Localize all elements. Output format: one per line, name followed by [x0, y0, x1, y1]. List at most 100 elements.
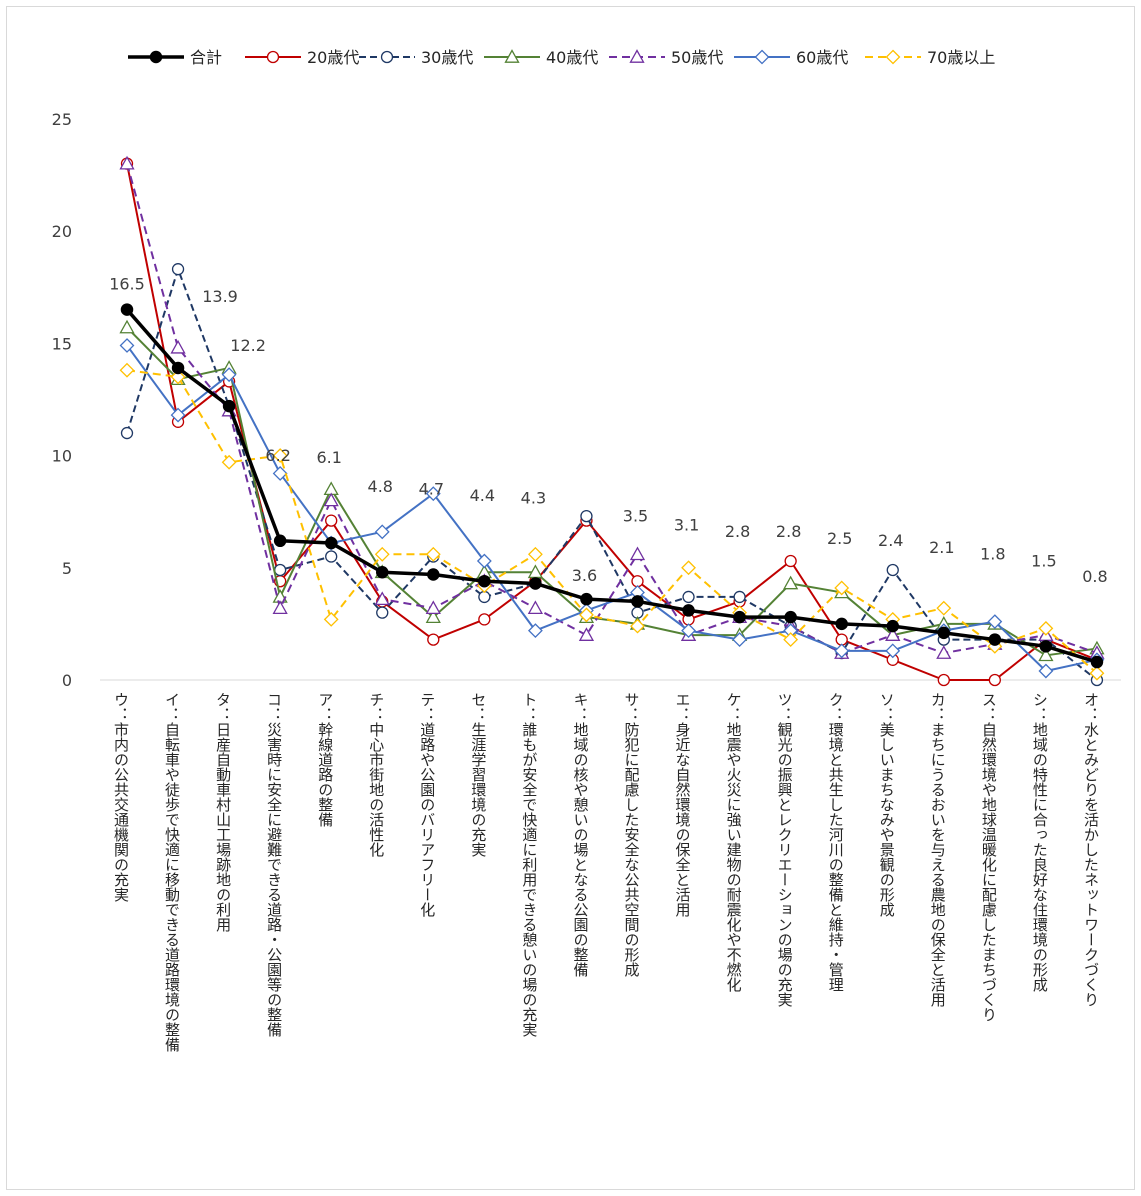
legend-item: 合計 [128, 48, 222, 67]
data-point-marker [784, 610, 797, 624]
legend-label: 60歳代 [796, 48, 848, 67]
data-point-marker [119, 362, 135, 378]
data-point-marker [273, 563, 287, 577]
data-point-marker [988, 633, 1002, 646]
data-point-marker [754, 49, 770, 65]
data-label: 3.1 [674, 515, 699, 534]
data-point-marker [119, 319, 135, 334]
data-point-marker [476, 553, 492, 569]
data-label: 3.6 [572, 566, 597, 585]
y-tick-label: 15 [52, 334, 72, 353]
data-point-marker [120, 303, 134, 316]
data-point-marker [273, 534, 287, 548]
category-label: ケ：地震や火災に強い建物の耐震化や不燃化 [725, 692, 743, 992]
y-tick-label: 0 [62, 671, 72, 690]
data-point-marker [170, 407, 186, 423]
legend-label: 40歳代 [546, 48, 598, 67]
data-label: 4.7 [419, 479, 444, 498]
data-label: 1.8 [980, 545, 1005, 564]
data-point-marker [171, 263, 185, 276]
legend-label: 50歳代 [671, 48, 723, 67]
category-label: キ：地域の核や憩いの場となる公園の整備 [571, 692, 589, 977]
category-label: ソ：美しいまちなみや景観の形成 [878, 692, 896, 918]
category-label: シ：地域の特性に合った良好な住環境の形成 [1031, 692, 1049, 993]
data-point-marker [987, 614, 1003, 630]
data-point-marker [504, 49, 520, 63]
data-point-marker [266, 50, 280, 64]
data-point-marker [425, 546, 441, 562]
series-group-3 [119, 319, 1105, 662]
y-tick-label: 25 [52, 110, 72, 129]
data-point-marker [783, 575, 799, 590]
data-point-marker [885, 627, 901, 641]
data-point-marker [1038, 647, 1054, 662]
category-label: ク：環境と共生した河川の整備と維持・管理 [827, 692, 845, 992]
data-point-marker [1038, 663, 1054, 679]
data-point-marker [272, 448, 288, 463]
chart-frame [6, 6, 1135, 1190]
data-label: 2.1 [929, 538, 954, 557]
data-point-marker [427, 568, 440, 581]
data-point-marker [936, 600, 952, 616]
data-point-marker [376, 565, 389, 579]
data-point-marker [323, 611, 339, 627]
data-point-marker [578, 627, 595, 641]
data-point-marker [1089, 665, 1105, 681]
data-point-marker [221, 367, 237, 383]
data-point-marker [374, 546, 390, 562]
data-label: 6.2 [265, 446, 290, 465]
data-point-marker [732, 632, 748, 648]
data-label: 2.4 [878, 531, 903, 550]
legend: 合計 20歳代 30歳代 40歳代 50歳代 60歳代 70歳以上 [128, 48, 995, 67]
series-group-2 [120, 263, 1104, 687]
data-point-marker [171, 361, 185, 375]
data-label: 3.5 [623, 506, 648, 525]
category-label: ト：誰もが安全で快適に利用できる憩いの場の充実 [520, 692, 538, 1037]
category-label: イ：自転車や徒歩で快適に移動できる道路環境の整備 [163, 692, 181, 1052]
data-point-marker [886, 619, 899, 633]
data-point-marker [380, 50, 394, 64]
category-label: オ：水とみどりを活かしたネットワークづくり [1082, 692, 1100, 1007]
data-label: 0.8 [1082, 567, 1107, 586]
series-group-6 [119, 362, 1105, 681]
data-point-marker [425, 609, 441, 623]
data-label: 2.5 [827, 529, 852, 548]
y-tick-label: 5 [62, 559, 72, 578]
data-point-marker [374, 524, 390, 540]
data-point-marker [374, 591, 390, 606]
data-label: 4.4 [470, 486, 495, 505]
data-point-marker [629, 546, 646, 561]
data-point-marker [631, 595, 644, 608]
data-point-marker [427, 633, 440, 646]
legend-item: 60歳代 [734, 48, 848, 67]
series-line [126, 268, 1098, 681]
data-point-marker [733, 590, 746, 604]
legend-item: 30歳代 [359, 48, 473, 67]
data-point-marker [221, 454, 237, 470]
series-line [126, 369, 1098, 675]
data-label: 16.5 [109, 275, 145, 294]
y-tick-label: 10 [52, 447, 72, 466]
data-point-marker [222, 399, 236, 413]
data-point-marker [120, 426, 134, 440]
category-label: カ：まちにうるおいを与える農地の保全と活用 [929, 692, 947, 1008]
category-label: チ：中心市街地の活性化 [367, 692, 385, 857]
data-point-marker [170, 339, 186, 354]
data-point-marker [784, 554, 797, 568]
data-point-marker [834, 580, 850, 596]
category-label: コ：災害時に安全に避難できる道路・公園等の整備 [265, 692, 283, 1037]
series-line [126, 326, 1098, 657]
data-point-marker [783, 632, 799, 648]
data-point-marker [1038, 620, 1054, 636]
data-point-marker [527, 600, 544, 615]
category-label: サ：防犯に配慮した安全な公共空間の形成 [623, 692, 641, 978]
data-point-marker [682, 590, 695, 604]
series-group-1 [120, 157, 1104, 687]
data-point-marker [1039, 640, 1053, 653]
legend-item: 50歳代 [609, 48, 723, 67]
data-point-marker [1090, 655, 1104, 669]
data-point-marker [323, 492, 339, 507]
data-point-marker [527, 546, 543, 562]
data-point-marker [580, 592, 593, 606]
